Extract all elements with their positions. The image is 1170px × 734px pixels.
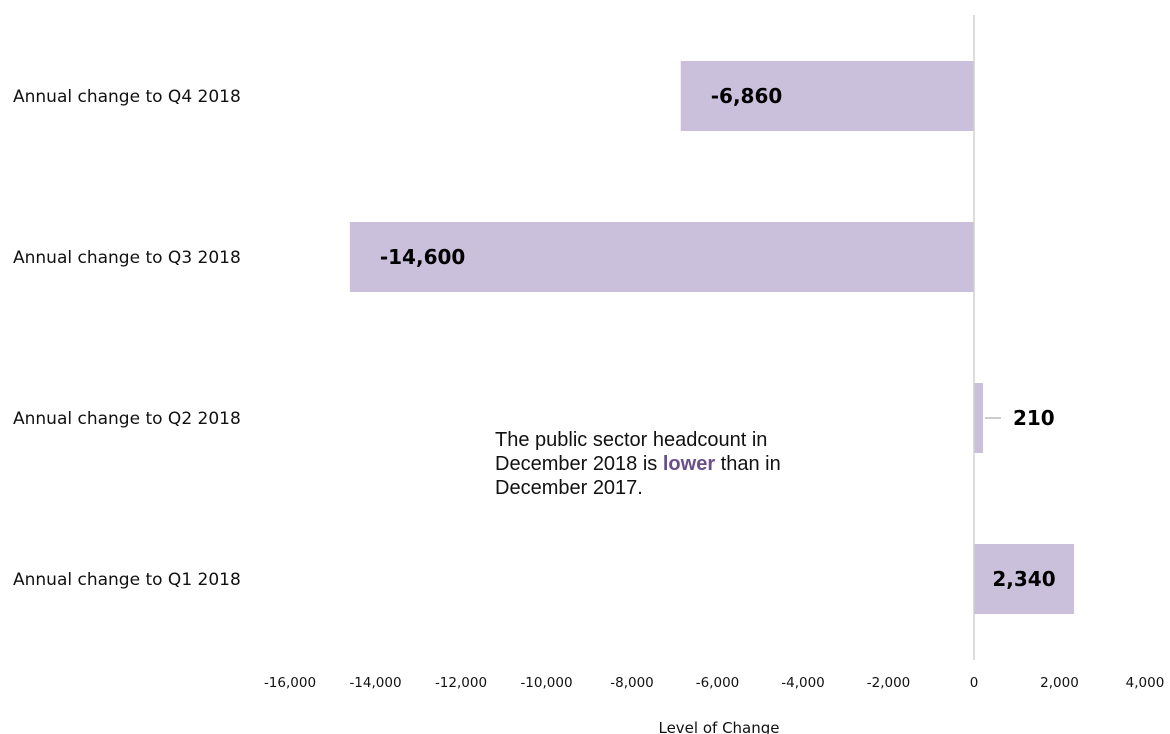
category-label: Annual change to Q1 2018 [13, 570, 241, 590]
data-labels: -6,860 -14,600 210 2,340 [380, 84, 1056, 591]
category-labels: Annual change to Q4 2018 Annual change to… [13, 87, 241, 590]
x-tick-label: -14,000 [349, 675, 401, 691]
annotation-text-after: than in December 2017. [495, 453, 781, 499]
annotation-text: The public sector headcount in December … [495, 428, 835, 500]
data-label: 2,340 [992, 567, 1055, 591]
bar [974, 383, 983, 453]
category-label: Annual change to Q2 2018 [13, 409, 241, 429]
bar [974, 544, 1075, 614]
data-label: -14,600 [380, 245, 465, 269]
x-tick-label: -2,000 [867, 675, 911, 691]
bar [680, 61, 974, 131]
x-tick-label: -10,000 [520, 675, 572, 691]
annotation-highlight: lower [662, 453, 716, 475]
x-tick-label: -16,000 [264, 675, 316, 691]
data-label: 210 [1013, 406, 1055, 430]
x-tick-labels: -16,000 -14,000 -12,000 -10,000 -8,000 -6,000… [264, 675, 1164, 691]
x-tick-label: -4,000 [781, 675, 825, 691]
x-tick-label: -12,000 [435, 675, 487, 691]
category-label: Annual change to Q4 2018 [13, 87, 241, 107]
x-axis-title: Level of Change [658, 719, 779, 734]
x-tick-label: 2,000 [1040, 675, 1079, 691]
annotation-text-before: The public sector headcount in December … [495, 429, 768, 475]
data-label: -6,860 [711, 84, 783, 108]
category-label: Annual change to Q3 2018 [13, 248, 241, 268]
x-tick-label: -6,000 [696, 675, 740, 691]
bar [349, 222, 975, 292]
x-tick-label: -8,000 [610, 675, 654, 691]
x-tick-label: 4,000 [1126, 675, 1165, 691]
x-tick-label: 0 [970, 675, 979, 691]
bars-group [349, 61, 1075, 614]
